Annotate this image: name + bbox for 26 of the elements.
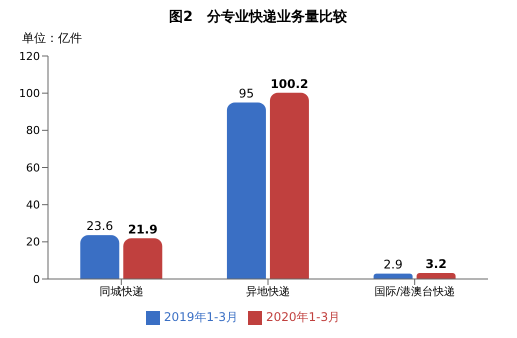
data-label: 21.9 (128, 222, 158, 236)
y-tick-label: 0 (33, 272, 40, 286)
x-tick-label: 同城快递 (99, 284, 144, 298)
y-tick-label: 60 (26, 161, 40, 174)
data-label: 95 (238, 86, 254, 100)
bar (80, 235, 120, 279)
bar (374, 274, 413, 279)
legend-label: 2020年1-3月 (266, 310, 340, 324)
y-tick-label: 120 (19, 50, 40, 63)
chart-title: 图2 分专业快递业务量比较 (168, 8, 348, 27)
bar (123, 238, 162, 279)
data-label: 3.2 (425, 257, 447, 272)
x-tick-label: 国际/港澳台快递 (374, 284, 456, 298)
y-tick-label: 80 (26, 124, 40, 138)
data-label: 23.6 (86, 219, 114, 234)
bar (416, 273, 456, 279)
y-tick-label: 100 (19, 87, 40, 100)
bar (226, 102, 266, 279)
bar (270, 92, 309, 279)
x-tick-label: 异地快递 (246, 284, 290, 298)
data-label: 2.9 (384, 258, 403, 272)
y-tick-label: 20 (26, 236, 40, 249)
y-tick-label: 40 (26, 198, 40, 212)
y-axis-title: 单位：亿件 (22, 30, 83, 46)
data-label: 100.2 (270, 76, 308, 91)
legend-label: 2019年1-3月 (164, 310, 238, 324)
